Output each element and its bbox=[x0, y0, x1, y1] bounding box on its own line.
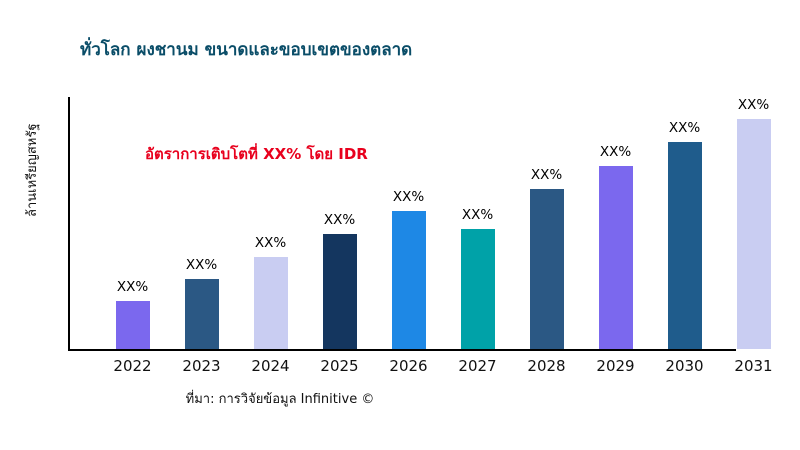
bar-value-label: XX% bbox=[461, 207, 494, 223]
bar-slot: XX% bbox=[236, 89, 305, 349]
x-tick-label: 2031 bbox=[734, 357, 773, 375]
plot-area: XX% XX% XX% XX% XX% XX% XX% XX% XX% XX% bbox=[98, 89, 788, 349]
bar-slot: XX% bbox=[305, 89, 374, 349]
bar-slot: XX% bbox=[443, 89, 512, 349]
x-tick-label: 2028 bbox=[527, 357, 566, 375]
x-tick-label: 2022 bbox=[113, 357, 152, 375]
bar-slot: XX% bbox=[719, 89, 788, 349]
bar-slot: XX% bbox=[98, 89, 167, 349]
source-note: ที่มา: การวิจัยข้อมูล Infinitive © bbox=[185, 392, 375, 407]
bar-value-label: XX% bbox=[599, 144, 632, 160]
y-axis-line bbox=[68, 97, 70, 350]
x-tick-label: 2023 bbox=[182, 357, 221, 375]
bar-value-label: XX% bbox=[323, 212, 356, 228]
bar bbox=[391, 211, 426, 349]
bar-slot: XX% bbox=[374, 89, 443, 349]
bar bbox=[529, 189, 564, 349]
growth-annotation: อัตราการเติบโตที่ XX% โดย IDR bbox=[145, 145, 368, 163]
bar bbox=[184, 279, 219, 349]
bar bbox=[460, 229, 495, 349]
x-tick-label: 2026 bbox=[389, 357, 428, 375]
y-axis-label: ล้านเหรียญสหรัฐ bbox=[25, 123, 40, 217]
x-tick-label: 2029 bbox=[596, 357, 635, 375]
bar-slot: XX% bbox=[581, 89, 650, 349]
bar-value-label: XX% bbox=[116, 279, 149, 295]
bar-value-label: XX% bbox=[737, 97, 770, 113]
bar-value-label: XX% bbox=[185, 257, 218, 273]
bar bbox=[253, 257, 288, 349]
x-tick-label: 2027 bbox=[458, 357, 497, 375]
bar bbox=[667, 142, 702, 349]
bar-value-label: XX% bbox=[254, 235, 287, 251]
bar bbox=[115, 301, 150, 349]
bar bbox=[322, 234, 357, 349]
chart-title: ทั่วโลก ผงชานม ขนาดและขอบเขตของตลาด bbox=[80, 40, 413, 60]
x-tick-label: 2024 bbox=[251, 357, 290, 375]
bar bbox=[598, 166, 633, 349]
bar-value-label: XX% bbox=[530, 167, 563, 183]
bar-value-label: XX% bbox=[668, 120, 701, 136]
bar-slot: XX% bbox=[167, 89, 236, 349]
bar-slot: XX% bbox=[650, 89, 719, 349]
bar bbox=[736, 119, 771, 349]
x-axis-line bbox=[68, 349, 736, 351]
x-tick-label: 2030 bbox=[665, 357, 704, 375]
bar-slot: XX% bbox=[512, 89, 581, 349]
bar-value-label: XX% bbox=[392, 189, 425, 205]
x-tick-label: 2025 bbox=[320, 357, 359, 375]
x-axis-ticks: 2022 2023 2024 2025 2026 2027 2028 2029 2030 2031 bbox=[98, 357, 788, 375]
